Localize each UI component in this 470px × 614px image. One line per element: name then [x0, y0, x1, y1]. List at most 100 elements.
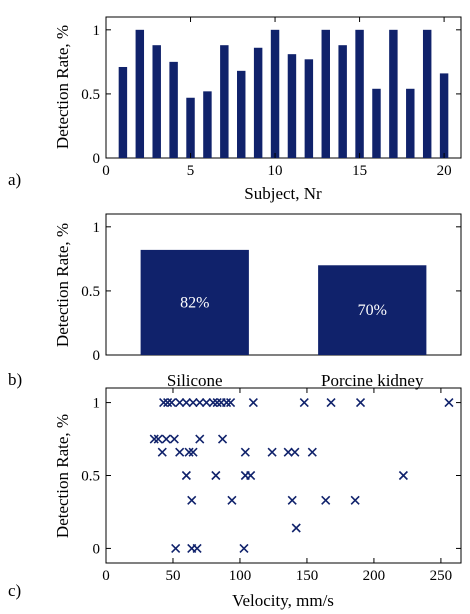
scatter-point	[187, 495, 197, 505]
scatter-point	[227, 495, 237, 505]
panel-a-ylabel: Detection Rate, %	[53, 25, 72, 149]
panel-a-xlabel: Subject, Nr	[244, 184, 322, 203]
scatter-point	[169, 434, 179, 444]
scatter-point	[321, 495, 331, 505]
panel-a-xtick-label: 0	[102, 163, 110, 179]
scatter-point	[157, 447, 167, 457]
panel-c-xtick-label: 250	[430, 568, 453, 584]
scatter-point	[181, 470, 191, 481]
scatter-point	[217, 434, 228, 444]
bar-subject	[321, 29, 330, 159]
panel-b-ytick-label: 0.5	[81, 284, 100, 300]
scatter-point	[222, 398, 232, 408]
scatter-point	[212, 398, 222, 408]
panel-c-ytick-label: 0.5	[81, 469, 100, 485]
panel-b-bars: 82% Silicone 70% Porcine kidney	[140, 249, 427, 390]
bar-subject	[169, 61, 178, 159]
scatter-point	[267, 447, 277, 457]
scatter-point	[240, 447, 250, 457]
scatter-point	[291, 523, 301, 533]
panel-c: 0 0.5 1 0 50 100 150 200 250 Detection Rate, % V…	[8, 387, 462, 610]
scatter-point	[167, 398, 177, 408]
bar-data-label: 70%	[358, 302, 387, 319]
panel-c-ticks: 0 0.5 1 0 50 100 150 200 250	[81, 388, 461, 584]
panel-a-ytick-label: 0.5	[81, 87, 100, 103]
bar-subject	[203, 91, 212, 158]
scatter-point	[283, 447, 293, 457]
panel-c-xlabel: Velocity, mm/s	[232, 591, 334, 610]
bar-subject	[355, 29, 364, 159]
panel-c-xtick-label: 50	[165, 568, 180, 584]
category-label: Porcine kidney	[321, 371, 424, 390]
panel-c-xtick-label: 150	[296, 568, 319, 584]
scatter-point	[159, 398, 169, 408]
bar-subject	[389, 29, 398, 159]
scatter-point	[171, 543, 181, 553]
scatter-point	[248, 398, 258, 408]
category-label: Silicone	[167, 371, 223, 390]
bar-porcine-kidney	[318, 265, 427, 355]
scatter-point	[195, 434, 205, 444]
bar-subject	[372, 88, 381, 158]
scatter-point	[307, 447, 317, 457]
bar-subject	[338, 45, 347, 159]
bar-subject	[152, 45, 161, 159]
panel-a-xtick-label: 5	[187, 163, 195, 179]
bar-subject	[287, 54, 297, 158]
scatter-point	[175, 447, 185, 457]
panel-b-ytick-label: 1	[93, 220, 101, 236]
scatter-point	[350, 495, 360, 505]
panel-a-plot-frame	[105, 16, 462, 159]
bar-subject	[304, 59, 314, 158]
panel-a-xtick-label: 10	[268, 163, 283, 179]
bar-subject	[439, 73, 449, 158]
bar-subject	[270, 29, 280, 159]
scatter-point	[188, 447, 198, 457]
panel-b-ytick-label: 0	[93, 348, 101, 364]
panel-c-xtick-label: 0	[102, 568, 110, 584]
panel-b-plot-frame	[105, 213, 462, 356]
scatter-point	[163, 398, 173, 408]
panel-b-label: b)	[8, 370, 22, 389]
panel-c-points	[149, 398, 454, 553]
bar-subject	[422, 29, 432, 159]
bar-subject	[186, 97, 195, 158]
panel-a-xtick-label: 20	[437, 163, 452, 179]
bar-data-label: 82%	[180, 294, 209, 311]
scatter-point	[181, 398, 191, 408]
scatter-point	[149, 434, 159, 444]
scatter-point	[226, 398, 236, 408]
scatter-point	[290, 447, 300, 457]
scatter-point	[444, 398, 454, 408]
scatter-point	[326, 398, 336, 408]
panel-a-ytick-label: 0	[93, 151, 101, 167]
scatter-point	[287, 495, 297, 505]
scatter-point	[195, 398, 205, 408]
panel-c-xtick-label: 200	[363, 568, 386, 584]
bar-subject	[253, 47, 263, 158]
bar-subject	[220, 45, 229, 159]
bar-subject	[406, 88, 415, 158]
panel-c-label: c)	[8, 581, 21, 600]
panel-a-label: a)	[8, 170, 21, 189]
scatter-point	[175, 398, 185, 408]
scatter-point	[398, 470, 408, 481]
panel-b-ticks: 00.51	[81, 220, 461, 364]
bar-subject	[237, 70, 246, 158]
panel-c-plot-frame	[105, 387, 462, 564]
panel-a: 00.510 5 10 15 20 Detection Rate, % Subject,…	[8, 16, 462, 203]
scatter-point	[211, 470, 221, 481]
scatter-point	[239, 543, 249, 553]
panel-a-xtick-label: 15	[352, 163, 367, 179]
panel-c-ytick-label: 0	[93, 541, 101, 557]
scatter-point	[184, 447, 194, 457]
panel-c-ylabel: Detection Rate, %	[53, 414, 72, 538]
scatter-point	[299, 398, 309, 408]
scatter-point	[208, 398, 218, 408]
bar-subject	[118, 66, 128, 158]
bar-silicone	[140, 249, 249, 355]
bar-subject	[135, 29, 145, 159]
scatter-point	[355, 398, 366, 408]
